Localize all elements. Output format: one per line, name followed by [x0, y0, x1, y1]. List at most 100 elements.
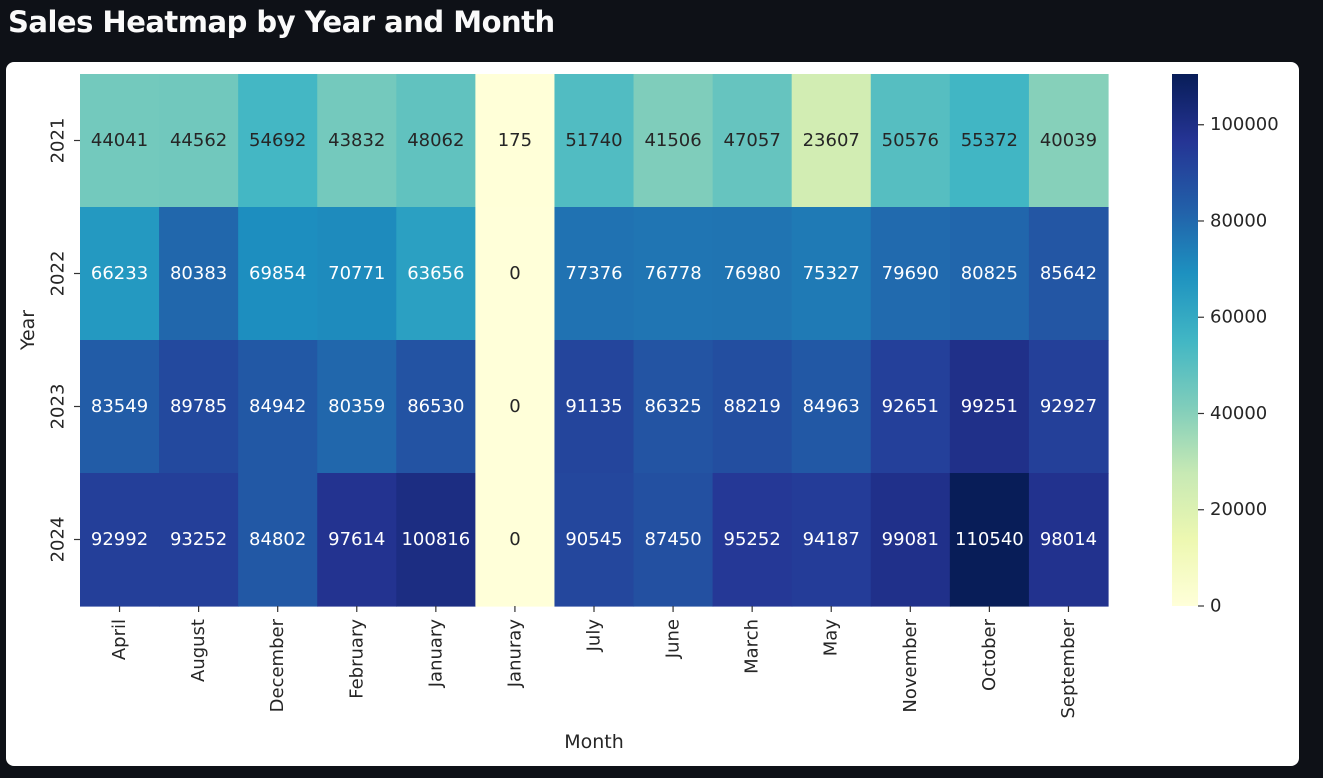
cell-value-label: 84942	[249, 396, 306, 417]
y-axis-label: Year	[17, 310, 39, 351]
cell-value-label: 0	[509, 529, 520, 550]
heatmap-cell	[870, 74, 951, 208]
heatmap-cell	[317, 207, 397, 341]
cell-value-label: 92651	[882, 396, 939, 417]
cell-value-label: 90545	[565, 529, 622, 550]
colorbar	[1172, 74, 1198, 606]
cell-value-label: 92927	[1040, 396, 1097, 417]
x-tick-label: Januray	[504, 619, 525, 689]
cell-value-label: 80359	[328, 396, 385, 417]
heatmap-cell	[475, 473, 556, 607]
x-tick-label: July	[584, 619, 605, 653]
heatmap-chart: 44041 44562 54692 43832 48062 175 51740 41506 47…	[17, 74, 1279, 753]
x-tick-label: October	[979, 618, 1000, 691]
cell-value-label: 76778	[644, 263, 701, 284]
heatmap-cell	[870, 340, 951, 474]
heatmap-cell	[475, 340, 556, 474]
heatmap-cells	[80, 74, 1109, 607]
cell-value-label: 43832	[328, 130, 385, 151]
heatmap-cell	[712, 74, 793, 208]
cell-value-label: 80383	[170, 263, 227, 284]
heatmap-cell	[633, 473, 714, 607]
cell-value-label: 86530	[407, 396, 464, 417]
x-tick-label: December	[267, 618, 288, 712]
cell-value-label: 41506	[644, 130, 701, 151]
heatmap-cell	[317, 473, 397, 607]
x-axis: April August December February January Janura…	[109, 606, 1079, 719]
cell-value-label: 86325	[644, 396, 701, 417]
heatmap-cell	[317, 340, 397, 474]
heatmap-cell	[159, 207, 239, 341]
cell-value-label: 175	[498, 130, 532, 151]
cell-value-label: 83549	[91, 396, 148, 417]
heatmap-cell	[238, 340, 318, 474]
cell-value-label: 88219	[724, 396, 781, 417]
cell-value-label: 99251	[961, 396, 1018, 417]
heatmap-cell	[949, 74, 1030, 208]
cell-value-label: 69854	[249, 263, 306, 284]
heatmap-cell	[1028, 207, 1109, 341]
heatmap-cell	[159, 473, 239, 607]
heatmap-cell	[159, 74, 239, 208]
colorbar-tick-label: 60000	[1210, 307, 1267, 328]
cell-value-label: 44041	[91, 130, 148, 151]
cell-value-label: 0	[509, 263, 520, 284]
cell-value-label: 94187	[803, 529, 860, 550]
y-axis: 2021 2022 2023 2024	[48, 118, 80, 563]
x-tick-label: January	[425, 619, 446, 689]
cell-value-label: 110540	[955, 529, 1024, 550]
colorbar-tick-label: 40000	[1210, 403, 1267, 424]
x-tick-label: February	[346, 619, 367, 699]
heatmap-cell	[475, 207, 556, 341]
heatmap-cell	[554, 473, 635, 607]
heatmap-cell	[1028, 74, 1109, 208]
x-tick-label: August	[188, 619, 209, 682]
heatmap-cell	[949, 473, 1030, 607]
cell-value-label: 95252	[724, 529, 781, 550]
cell-value-label: 91135	[565, 396, 622, 417]
cell-value-label: 79690	[882, 263, 939, 284]
colorbar-ticks: 0 20000 40000 60000 80000 100000	[1198, 114, 1279, 617]
heatmap-cell	[238, 473, 318, 607]
y-tick-label: 2022	[48, 251, 69, 297]
x-tick-label: March	[742, 619, 763, 674]
cell-value-label: 40039	[1040, 130, 1097, 151]
heatmap-cell	[80, 207, 160, 341]
heatmap-cell	[791, 207, 872, 341]
heatmap-cell	[633, 74, 714, 208]
cell-value-label: 84963	[803, 396, 860, 417]
heatmap-cell	[554, 340, 635, 474]
heatmap-cell	[554, 207, 635, 341]
heatmap-cell	[396, 340, 476, 474]
cell-value-label: 47057	[724, 130, 781, 151]
cell-value-label: 44562	[170, 130, 227, 151]
heatmap-cell	[712, 473, 793, 607]
heatmap-cell	[791, 74, 872, 208]
heatmap-cell	[396, 74, 476, 208]
heatmap-cell	[712, 207, 793, 341]
cell-value-label: 54692	[249, 130, 306, 151]
cell-value-label: 48062	[407, 130, 464, 151]
colorbar-tick-label: 20000	[1210, 499, 1267, 520]
heatmap-cell	[791, 473, 872, 607]
cell-value-label: 100816	[401, 529, 470, 550]
y-tick-label: 2023	[48, 384, 69, 430]
cell-value-label: 80825	[961, 263, 1018, 284]
cell-value-label: 23607	[803, 130, 860, 151]
x-tick-label: November	[900, 618, 921, 712]
cell-value-label: 50576	[882, 130, 939, 151]
chart-card: 44041 44562 54692 43832 48062 175 51740 41506 47…	[6, 62, 1299, 766]
cell-value-label: 66233	[91, 263, 148, 284]
heatmap-cell	[949, 340, 1030, 474]
cell-value-label: 75327	[803, 263, 860, 284]
heatmap-cell	[475, 74, 556, 208]
heatmap-cell	[238, 207, 318, 341]
page-title: Sales Heatmap by Year and Month	[8, 5, 555, 39]
cell-value-label: 93252	[170, 529, 227, 550]
heatmap-cell	[396, 473, 476, 607]
cell-value-label: 51740	[565, 130, 622, 151]
heatmap-cell	[870, 473, 951, 607]
cell-value-label: 97614	[328, 529, 385, 550]
cell-annotations: 44041 44562 54692 43832 48062 175 51740 41506 47…	[91, 130, 1097, 550]
y-tick-label: 2024	[48, 517, 69, 563]
